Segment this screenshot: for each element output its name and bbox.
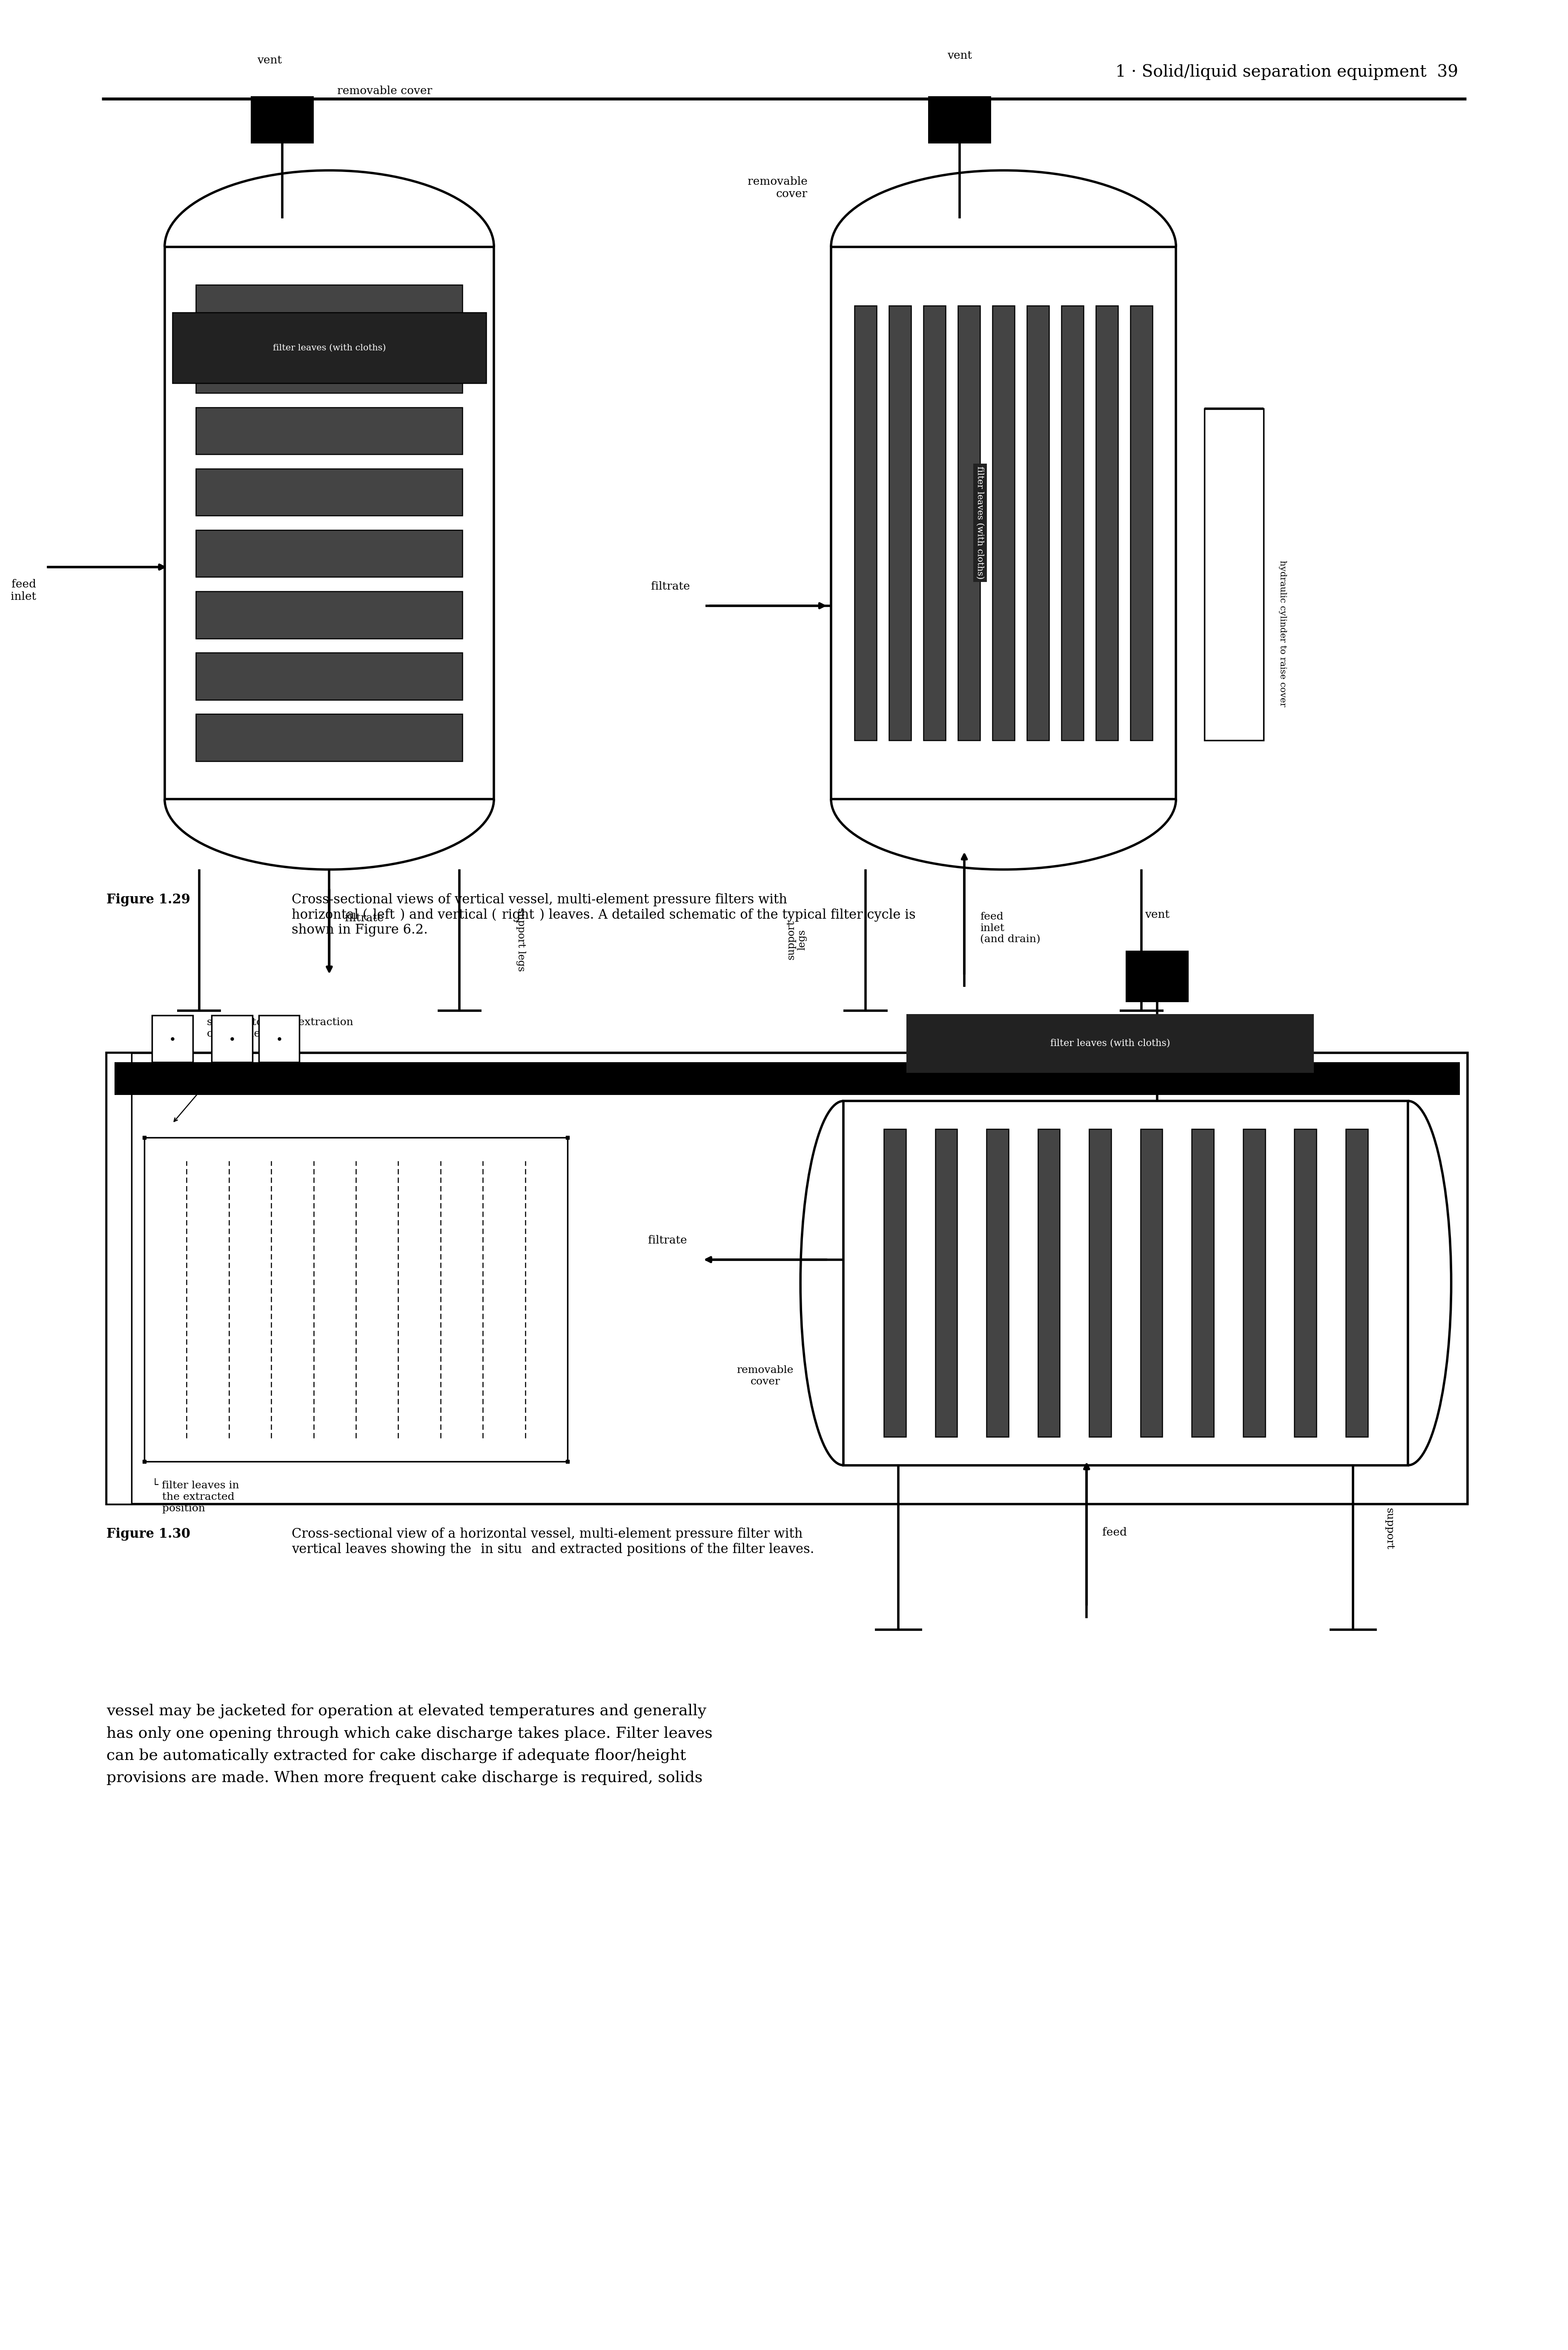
Bar bbox=[1345, 1128, 1367, 1436]
Bar bbox=[1038, 1128, 1060, 1436]
Bar bbox=[196, 468, 463, 515]
Bar bbox=[107, 1053, 1468, 1504]
Bar bbox=[172, 313, 486, 383]
Bar bbox=[958, 306, 980, 740]
Bar bbox=[906, 1015, 1314, 1072]
Bar bbox=[831, 247, 1176, 799]
Bar bbox=[196, 345, 463, 392]
Text: filtrate: filtrate bbox=[648, 1234, 687, 1246]
Bar bbox=[144, 1137, 568, 1462]
Bar bbox=[114, 1062, 1460, 1095]
Text: support
legs: support legs bbox=[786, 921, 808, 959]
Bar bbox=[196, 592, 463, 639]
Bar bbox=[986, 1128, 1008, 1436]
Bar bbox=[107, 1053, 132, 1504]
Text: support: support bbox=[1385, 1509, 1394, 1549]
Bar bbox=[259, 1015, 299, 1062]
Text: support to allow extraction
of filter leaves: support to allow extraction of filter le… bbox=[207, 1018, 353, 1039]
Bar bbox=[928, 96, 991, 143]
Text: filtrate: filtrate bbox=[651, 580, 690, 592]
Text: filtrate: filtrate bbox=[345, 912, 384, 924]
Text: vent: vent bbox=[947, 49, 972, 61]
Bar bbox=[1243, 1128, 1265, 1436]
Text: hydraulic cylinder to raise cover: hydraulic cylinder to raise cover bbox=[1278, 559, 1287, 707]
Bar bbox=[212, 1015, 252, 1062]
Bar bbox=[844, 1100, 1408, 1466]
Text: removable
cover: removable cover bbox=[737, 1365, 793, 1386]
Bar bbox=[993, 306, 1014, 740]
Bar bbox=[935, 1128, 956, 1436]
Text: Cross-sectional views of vertical vessel, multi-element pressure filters with
ho: Cross-sectional views of vertical vessel… bbox=[292, 893, 916, 938]
Text: feed
inlet: feed inlet bbox=[11, 578, 36, 602]
Bar bbox=[196, 284, 463, 331]
Bar bbox=[1096, 306, 1118, 740]
Bar bbox=[196, 714, 463, 761]
Text: filter leaves (with cloths): filter leaves (with cloths) bbox=[1051, 1039, 1170, 1048]
Bar bbox=[152, 1015, 193, 1062]
Bar bbox=[1295, 1128, 1317, 1436]
Bar bbox=[251, 96, 314, 143]
Bar bbox=[1204, 409, 1264, 740]
Text: feed
inlet
(and drain): feed inlet (and drain) bbox=[980, 912, 1040, 945]
Bar bbox=[196, 531, 463, 578]
Bar bbox=[1192, 1128, 1214, 1436]
Text: Cross-sectional view of a horizontal vessel, multi-element pressure filter with
: Cross-sectional view of a horizontal ves… bbox=[292, 1528, 814, 1556]
Text: vent: vent bbox=[1145, 909, 1170, 919]
Bar bbox=[196, 407, 463, 454]
Text: vent: vent bbox=[257, 54, 282, 66]
Bar bbox=[855, 306, 877, 740]
Text: └ filter leaves in
   the extracted
   position: └ filter leaves in the extracted positio… bbox=[152, 1480, 240, 1513]
Text: filter leaves (with cloths): filter leaves (with cloths) bbox=[975, 465, 985, 580]
Text: Figure 1.29: Figure 1.29 bbox=[107, 893, 190, 907]
Text: 1 · Solid/liquid separation equipment  39: 1 · Solid/liquid separation equipment 39 bbox=[1115, 63, 1458, 80]
Bar bbox=[1131, 306, 1152, 740]
Text: Figure 1.30: Figure 1.30 bbox=[107, 1528, 190, 1542]
Bar bbox=[1062, 306, 1083, 740]
Text: vessel may be jacketed for operation at elevated temperatures and generally
has : vessel may be jacketed for operation at … bbox=[107, 1704, 713, 1786]
Text: removable
cover: removable cover bbox=[748, 176, 808, 200]
Bar bbox=[889, 306, 911, 740]
Bar bbox=[165, 797, 494, 870]
Bar bbox=[196, 653, 463, 700]
Bar bbox=[960, 1015, 1000, 1062]
Text: feed: feed bbox=[1102, 1528, 1127, 1537]
Text: removable cover: removable cover bbox=[337, 85, 433, 96]
Bar bbox=[884, 1128, 906, 1436]
Bar bbox=[165, 247, 494, 799]
Text: filter leaves (with cloths): filter leaves (with cloths) bbox=[273, 343, 386, 352]
Bar bbox=[1140, 1128, 1162, 1436]
Text: support legs: support legs bbox=[516, 909, 525, 971]
Bar bbox=[913, 1015, 953, 1062]
Bar bbox=[1027, 306, 1049, 740]
Bar bbox=[924, 306, 946, 740]
Bar bbox=[1126, 949, 1189, 1001]
Bar bbox=[831, 797, 1176, 870]
Bar bbox=[1090, 1128, 1112, 1436]
